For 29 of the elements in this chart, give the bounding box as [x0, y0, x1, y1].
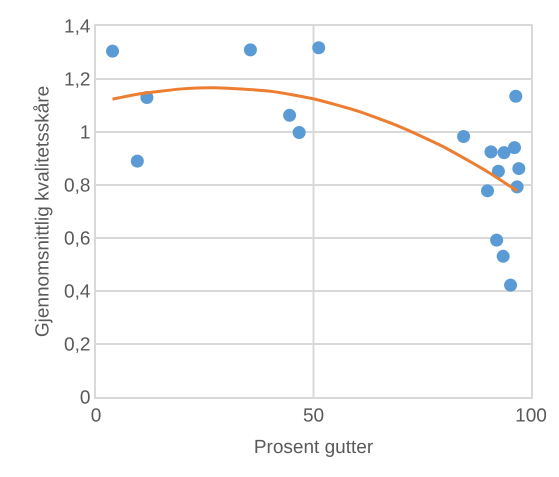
point — [509, 90, 522, 103]
point — [490, 234, 504, 247]
x-tick-label: 100 — [515, 406, 547, 427]
y-tick-label: 1,4 — [64, 16, 91, 38]
point — [484, 145, 498, 158]
point — [106, 44, 120, 58]
y-tick-label: 0,4 — [64, 282, 91, 303]
x-tick-label: 50 — [302, 406, 324, 427]
y-tick-label: 0 — [80, 388, 90, 409]
y-tick-label: 0,6 — [64, 228, 90, 250]
y-tick-label: 1 — [80, 122, 90, 144]
point — [496, 250, 510, 263]
point — [504, 278, 518, 292]
y-tick-label: 1,2 — [64, 70, 90, 91]
y-tick-label: 0,2 — [64, 334, 90, 356]
y-axis-title: Gjennomsnittlig kvalitetsskåre — [32, 86, 54, 338]
point — [492, 164, 505, 178]
point — [512, 162, 526, 176]
point — [498, 146, 511, 160]
y-tick-label: 0,8 — [64, 176, 90, 197]
point — [312, 41, 326, 54]
point — [292, 126, 306, 140]
point — [481, 184, 494, 198]
x-axis-title: Prosent gutter — [254, 436, 374, 458]
point — [283, 108, 296, 122]
point — [244, 43, 257, 56]
point — [457, 130, 470, 144]
point — [508, 141, 521, 154]
point — [130, 154, 144, 168]
